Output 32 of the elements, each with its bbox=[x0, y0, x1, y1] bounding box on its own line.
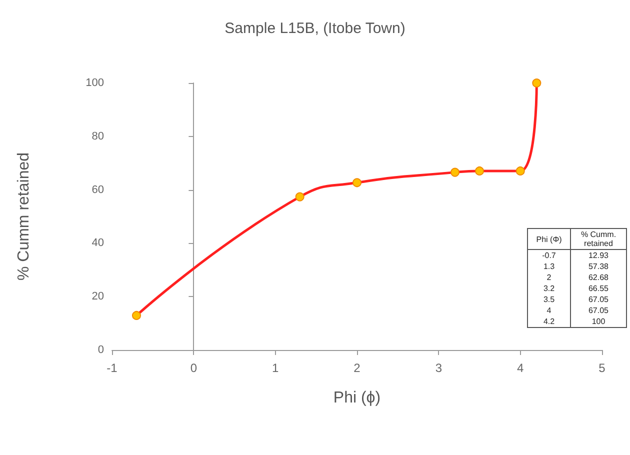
x-tick-label: 2 bbox=[354, 361, 361, 375]
annotation: Phi (Φ) bbox=[528, 228, 570, 250]
annotation: 57.38 bbox=[587, 261, 610, 272]
annotation: % Cumm. retained bbox=[580, 229, 618, 250]
y-tick-label: 40 bbox=[92, 237, 104, 250]
annotation: 67.05 bbox=[587, 294, 610, 305]
annotation: 4 bbox=[528, 305, 570, 316]
annotation: 67.05 bbox=[587, 305, 610, 316]
chart-title: Sample L15B, (Itobe Town) bbox=[224, 20, 406, 37]
annotation: 2 bbox=[528, 272, 570, 283]
annotation: 3.2 bbox=[528, 283, 570, 294]
x-tick-label: 0 bbox=[190, 361, 198, 375]
y-tick-label: 20 bbox=[92, 290, 104, 303]
x-tick-label: 3 bbox=[435, 361, 442, 375]
annotation: 62.68 bbox=[587, 272, 610, 283]
annotation: 3.5 bbox=[528, 294, 570, 305]
x-tick-label: 5 bbox=[598, 361, 606, 375]
annotation: 66.55 bbox=[587, 283, 610, 294]
y-tick-label: 80 bbox=[92, 130, 104, 142]
x-axis-title: Phi (ϕ) bbox=[333, 390, 381, 406]
annotation: -0.7 bbox=[528, 250, 570, 261]
y-axis-title: % Cumm retained bbox=[16, 152, 32, 281]
annotation: 4.2 bbox=[528, 316, 570, 328]
y-tick-label: 0 bbox=[98, 344, 104, 356]
y-tick-label: 60 bbox=[92, 184, 104, 196]
x-tick-label: -1 bbox=[106, 361, 118, 375]
x-tick-label: 4 bbox=[516, 361, 524, 375]
annotation: 1.3 bbox=[528, 261, 570, 272]
y-tick-label: 100 bbox=[86, 77, 104, 89]
annotation: 100 bbox=[590, 316, 606, 328]
annotation: 12.93 bbox=[587, 250, 610, 261]
x-tick-label: 1 bbox=[272, 361, 279, 375]
